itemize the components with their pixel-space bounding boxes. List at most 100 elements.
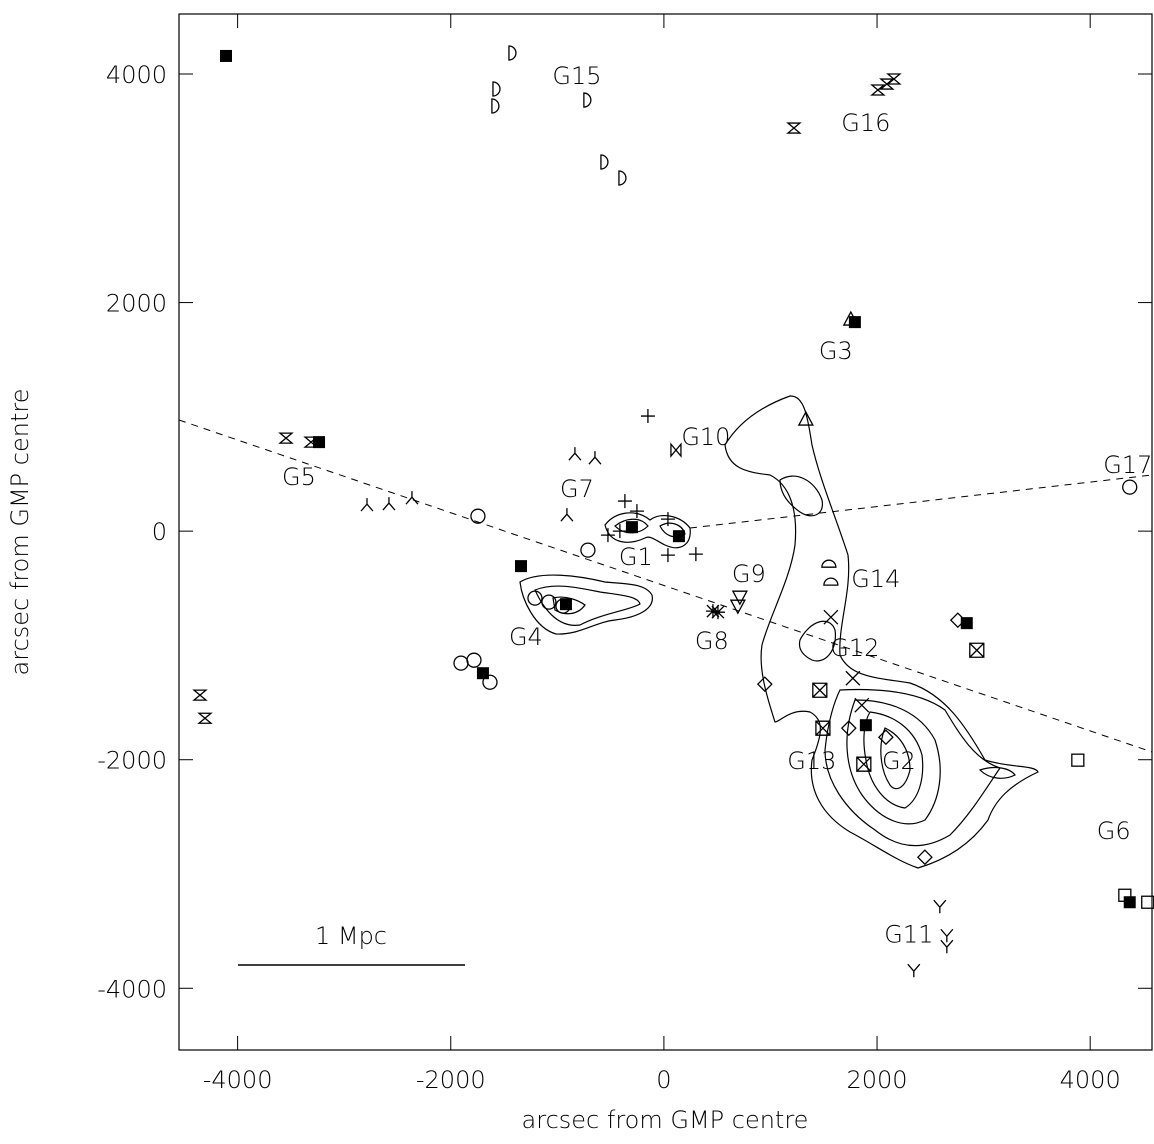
point <box>617 494 632 509</box>
point <box>815 720 831 736</box>
point <box>600 154 609 170</box>
point <box>670 442 682 458</box>
point <box>731 590 748 606</box>
point <box>854 697 870 713</box>
group-label: G7 <box>560 475 594 503</box>
group-label: G3 <box>819 337 853 365</box>
point <box>360 498 374 512</box>
group-label: G9 <box>732 560 766 588</box>
y-tick-label: -4000 <box>97 975 167 1003</box>
point <box>466 652 482 668</box>
point <box>756 676 773 693</box>
point <box>470 508 486 524</box>
y-tick-label: 4000 <box>106 61 167 89</box>
x-axis-label: arcsec from GMP centre <box>522 1106 809 1134</box>
dashed-line <box>689 474 1153 529</box>
point <box>842 310 859 326</box>
point <box>600 528 615 543</box>
point <box>612 524 627 539</box>
point <box>688 547 703 562</box>
point <box>618 170 627 186</box>
point <box>660 548 675 563</box>
point <box>482 674 498 690</box>
plot-frame <box>178 13 1153 1051</box>
contours <box>519 395 1039 869</box>
point <box>453 655 469 671</box>
point <box>821 559 837 568</box>
point <box>845 670 861 686</box>
point <box>823 577 839 586</box>
point <box>476 667 489 680</box>
dashed-line <box>178 419 1153 753</box>
point <box>514 560 527 573</box>
y-tick-label: 0 <box>152 518 167 546</box>
point <box>812 682 828 698</box>
point <box>541 594 557 610</box>
point <box>1122 479 1138 495</box>
point <box>580 542 596 558</box>
group-label: G2 <box>882 747 916 775</box>
group-label: G8 <box>695 627 729 655</box>
point <box>859 719 872 732</box>
group-label: G14 <box>851 565 900 593</box>
y-axis-label: arcsec from GMP centre <box>6 389 34 676</box>
point <box>940 928 954 943</box>
point <box>555 598 571 614</box>
point <box>640 409 655 424</box>
group-label: G10 <box>681 423 730 451</box>
point <box>870 84 886 96</box>
group-label: G12 <box>830 634 879 662</box>
point <box>508 45 517 61</box>
point <box>568 447 582 461</box>
group-label: G11 <box>884 920 933 948</box>
point <box>1123 896 1136 909</box>
point <box>940 939 954 954</box>
point <box>879 78 895 90</box>
point <box>877 729 894 746</box>
point <box>583 92 592 108</box>
group-label: G16 <box>841 109 890 137</box>
point <box>219 49 232 62</box>
point <box>710 605 725 620</box>
point <box>278 432 294 444</box>
point <box>786 122 802 134</box>
point <box>527 590 543 606</box>
point <box>672 530 685 543</box>
point <box>405 491 419 505</box>
x-tick-label: -2000 <box>416 1066 486 1094</box>
point <box>933 899 947 914</box>
point <box>949 612 966 629</box>
x-tick-label: 4000 <box>1060 1066 1121 1094</box>
point <box>916 849 933 866</box>
x-tick-label: 0 <box>656 1066 671 1094</box>
point <box>492 81 501 97</box>
point <box>840 720 857 737</box>
point <box>1071 753 1085 767</box>
point <box>560 508 574 522</box>
x-tick-label: -4000 <box>203 1066 273 1094</box>
point <box>856 756 872 772</box>
point <box>313 436 326 449</box>
point <box>382 497 396 511</box>
point <box>797 410 814 426</box>
point <box>705 604 720 619</box>
x-tick-label: 2000 <box>847 1066 908 1094</box>
point <box>848 316 861 329</box>
point <box>886 73 902 85</box>
point <box>192 689 208 701</box>
point <box>1118 888 1132 902</box>
point <box>625 521 638 534</box>
group-label: G17 <box>1103 451 1152 479</box>
point <box>660 512 675 527</box>
y-tick-label: -2000 <box>97 747 167 775</box>
point <box>907 963 921 978</box>
point <box>559 598 572 611</box>
point <box>823 609 839 625</box>
scale-bar-label: 1 Mpc <box>315 922 387 950</box>
group-label: G5 <box>282 463 316 491</box>
point <box>960 617 973 630</box>
group-label: G13 <box>787 747 836 775</box>
point <box>969 642 985 658</box>
